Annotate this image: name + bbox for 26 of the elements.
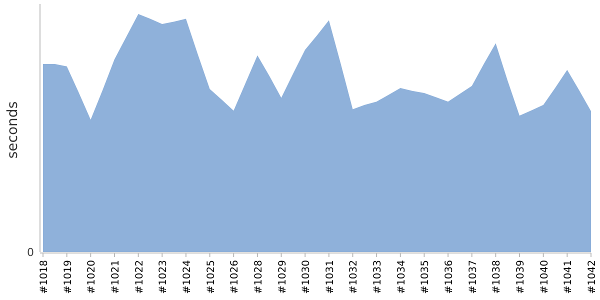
text: 0: [27, 246, 34, 259]
x-tick-label: #1032: [348, 260, 360, 294]
x-tick-label: #1039: [516, 260, 527, 294]
x-tick-label: #1021: [110, 260, 122, 294]
x-tick-label: #1030: [301, 260, 312, 294]
x-tick-label: #1037: [468, 260, 479, 294]
x-tick-label: #1036: [444, 260, 456, 294]
x-tick-label: #1042: [587, 260, 598, 294]
x-tick-label: #1035: [420, 260, 432, 294]
x-tick-label: #1041: [563, 260, 574, 294]
x-tick-label: #1020: [86, 260, 98, 294]
x-tick-label: #1018: [39, 260, 50, 294]
x-tick-label: #1029: [277, 260, 288, 294]
x-tick-label: #1040: [539, 260, 550, 294]
x-tick-label: #1026: [230, 260, 241, 294]
x-tick-label: #1028: [253, 260, 264, 294]
x-tick-label: #1024: [182, 260, 193, 294]
x-tick-label: #1022: [134, 260, 146, 294]
y-axis-title: seconds: [5, 101, 21, 159]
x-tick-label: #1033: [372, 260, 384, 294]
x-tick-label: #1031: [324, 260, 336, 294]
x-tick-label: #1023: [158, 260, 170, 294]
x-tick-label: #1034: [396, 260, 408, 294]
x-tick-label: #1019: [62, 260, 74, 294]
x-tick-label: #1038: [492, 260, 503, 294]
x-tick-label: #1025: [206, 260, 217, 294]
